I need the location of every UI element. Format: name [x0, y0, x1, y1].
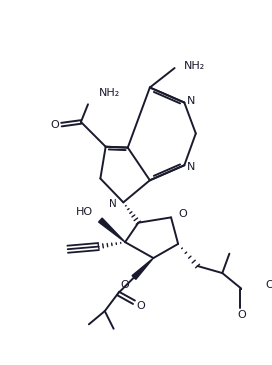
Text: O: O: [121, 280, 129, 289]
Text: N: N: [187, 96, 196, 106]
Text: N: N: [109, 199, 116, 209]
Polygon shape: [132, 258, 153, 279]
Text: HO: HO: [76, 207, 93, 218]
Text: N: N: [187, 162, 196, 172]
Text: O: O: [50, 120, 59, 130]
Text: O: O: [178, 209, 187, 219]
Text: O: O: [137, 301, 146, 311]
Text: O: O: [266, 280, 272, 289]
Text: O: O: [237, 311, 246, 320]
Polygon shape: [98, 218, 125, 242]
Text: NH₂: NH₂: [183, 61, 205, 71]
Text: NH₂: NH₂: [98, 88, 120, 98]
